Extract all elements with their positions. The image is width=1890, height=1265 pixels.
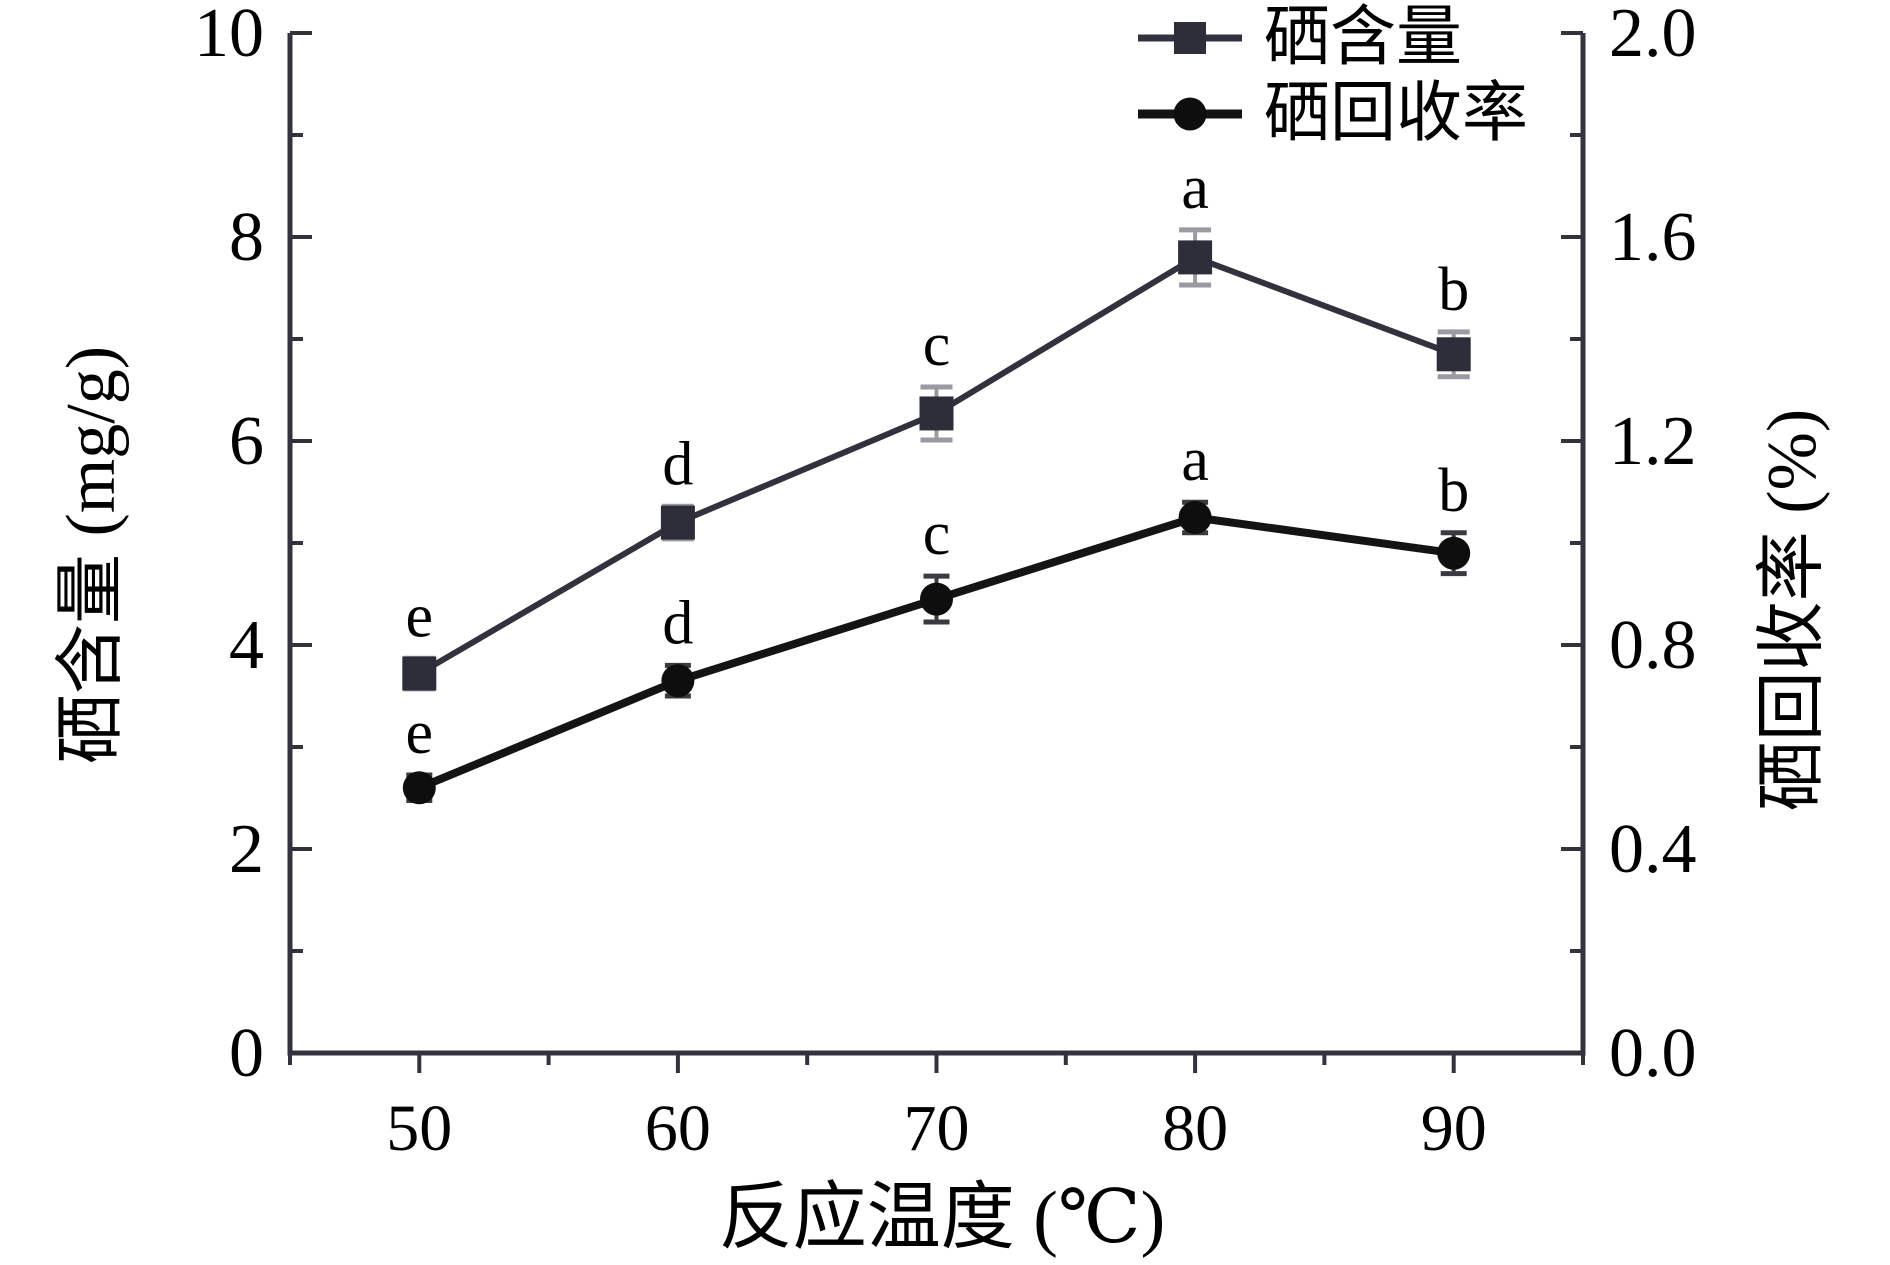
point-label: e (406, 699, 434, 767)
svg-text:2.0: 2.0 (1609, 0, 1697, 72)
point-label: b (1438, 457, 1469, 525)
svg-text:0: 0 (229, 1015, 264, 1092)
svg-text:1.2: 1.2 (1609, 403, 1697, 480)
circle-marker-icon (1138, 94, 1242, 134)
point-label: c (923, 311, 951, 379)
point-label: d (662, 430, 693, 498)
svg-text:8: 8 (229, 199, 264, 276)
svg-text:80: 80 (1162, 1092, 1228, 1165)
svg-text:70: 70 (904, 1092, 970, 1165)
point-label: c (923, 500, 951, 568)
point-label: e (406, 582, 434, 650)
legend-item-selenium-content: 硒含量 (1138, 0, 1528, 76)
svg-text:4: 4 (229, 607, 264, 684)
svg-text:0.0: 0.0 (1609, 1015, 1697, 1092)
svg-text:10: 10 (194, 0, 264, 72)
square-marker-icon (1138, 18, 1242, 58)
left-y-axis-title: 硒含量 (mg/g) (53, 345, 130, 765)
svg-text:90: 90 (1421, 1092, 1487, 1165)
legend: 硒含量 硒回收率 (1138, 0, 1528, 152)
svg-text:1.6: 1.6 (1609, 199, 1697, 276)
svg-text:60: 60 (645, 1092, 711, 1165)
svg-text:0.8: 0.8 (1609, 607, 1697, 684)
legend-item-selenium-recovery: 硒回收率 (1138, 76, 1528, 152)
svg-text:2: 2 (229, 811, 264, 888)
point-label: d (662, 589, 693, 657)
legend-label: 硒含量 (1264, 1, 1462, 74)
series-硒含量: e d c a b (402, 154, 1471, 692)
series-硒回收率: e d c a b (402, 426, 1471, 805)
right-y-axis-title: 硒回收率 (%) (1754, 408, 1831, 812)
axes: 50 60 70 80 90 0 2 4 6 8 10 0.0 0.4 0.8 1.2 1.6 2.0 (194, 0, 1697, 1165)
svg-text:6: 6 (229, 403, 264, 480)
point-label: b (1438, 256, 1469, 324)
point-label: a (1181, 154, 1209, 222)
point-label: a (1181, 426, 1209, 494)
svg-text:0.4: 0.4 (1609, 811, 1697, 888)
legend-label: 硒回收率 (1264, 77, 1528, 150)
svg-text:50: 50 (386, 1092, 452, 1165)
x-axis-title: 反应温度 (℃) (718, 1177, 1166, 1259)
